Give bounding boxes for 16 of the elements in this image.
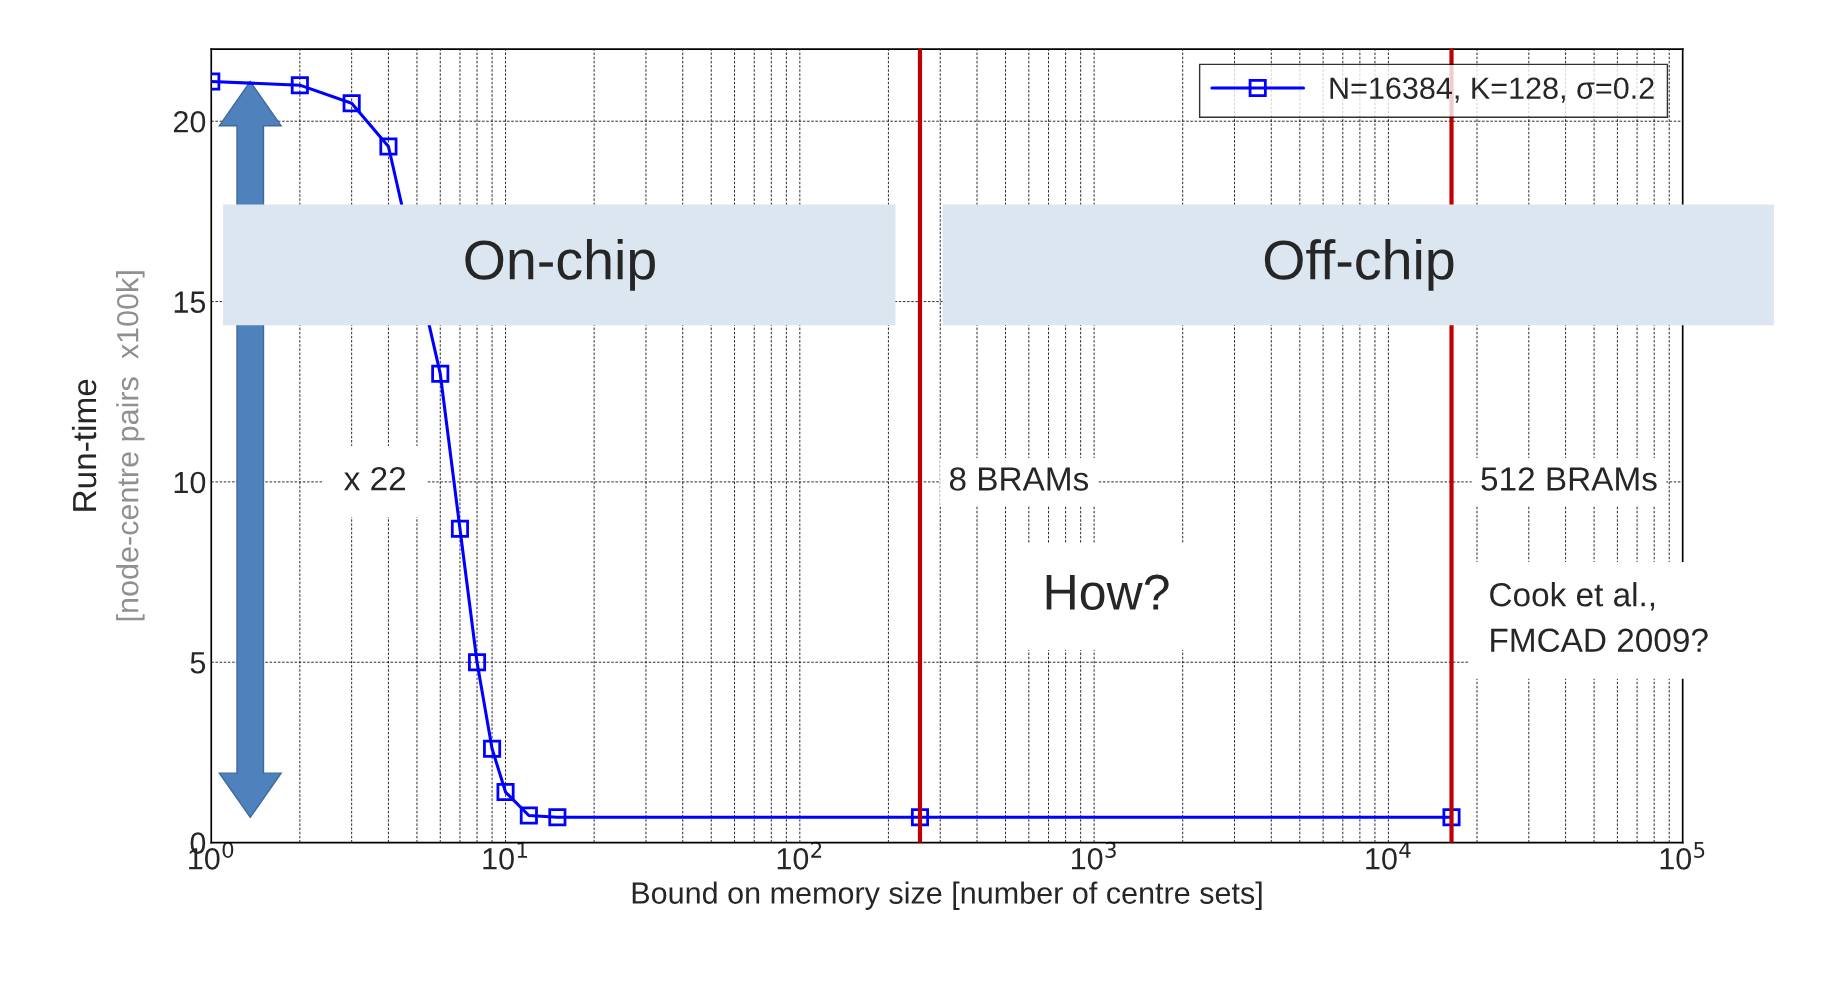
annotation: How? <box>1046 574 1169 611</box>
y-tick-label: 5 <box>190 652 206 674</box>
ref-line-label: 8 BRAMs <box>949 467 1089 491</box>
y-tick-label: 10 <box>174 471 206 494</box>
x-tick-label: 10$^{5}$ <box>1660 842 1705 870</box>
annotation: Cook et al., FMCAD 2009? <box>1490 582 1708 653</box>
annotation: On-chip <box>465 239 655 291</box>
x-tick-label: 10$^{4}$ <box>1366 842 1411 870</box>
ref-line-label: 512 BRAMs <box>1481 467 1657 491</box>
x-axis-title: Bound on memory size [number of centre sets] <box>632 881 1262 910</box>
annotation: x 22 <box>344 466 406 491</box>
y-tick-label: 20 <box>173 110 206 133</box>
y-tick-label: 15 <box>174 291 206 313</box>
annotation: Off-chip <box>1264 239 1454 291</box>
y-axis-title: Run-time [node-centre pairs x100k] <box>71 271 145 621</box>
legend-label: N=16384, K=128, σ=0.2 <box>1330 77 1654 103</box>
